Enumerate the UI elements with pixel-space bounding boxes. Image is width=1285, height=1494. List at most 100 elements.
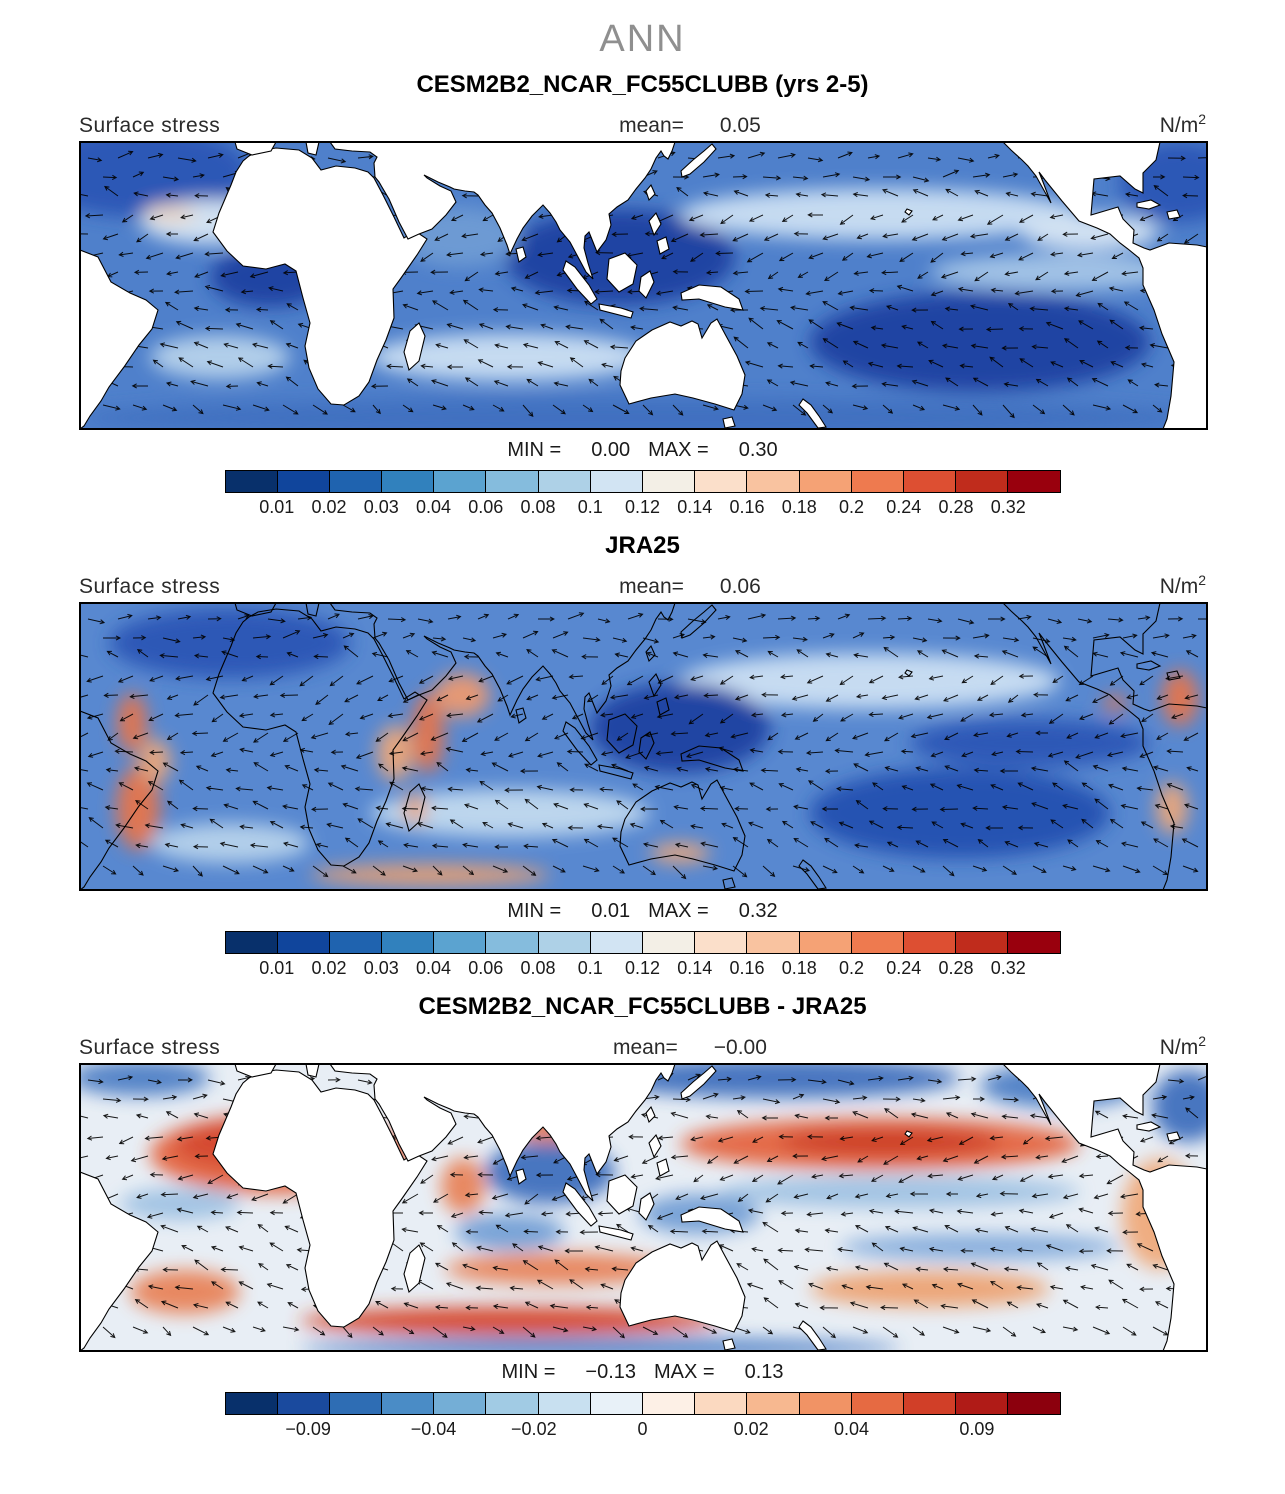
colorbar-tick-label: 0.18 xyxy=(781,497,817,517)
colorbar-cell xyxy=(329,932,383,953)
colorbar-cell xyxy=(486,1393,539,1414)
max-label: MAX = xyxy=(648,900,709,922)
colorbar-cell xyxy=(538,1393,591,1414)
mean-readout: mean= −0.00 xyxy=(613,1036,767,1060)
colorbar-cell xyxy=(538,471,591,492)
colorbar-cell xyxy=(590,471,643,492)
colorbar-tick-label: 0.02 xyxy=(311,497,347,517)
max-value: 0.30 xyxy=(738,439,778,461)
colorbar-cell xyxy=(747,932,800,953)
panel-title: JRA25 xyxy=(605,532,680,559)
max-label: MAX = xyxy=(648,439,709,461)
colorbar-tick-label: 0.04 xyxy=(415,497,452,517)
min-label: MIN = xyxy=(501,1361,556,1383)
colorbar-cell xyxy=(747,471,800,492)
colorbar-tick-label: 0.12 xyxy=(624,497,661,517)
colorbar-cell xyxy=(956,471,1009,492)
min-label: MIN = xyxy=(507,439,562,461)
colorbar-cell xyxy=(277,932,330,953)
map-panel-difference xyxy=(79,1063,1208,1352)
colorbar-cell xyxy=(799,1393,852,1414)
colorbar-tick-label: 0.08 xyxy=(520,497,556,517)
colorbar-tick-label: 0.02 xyxy=(733,1419,769,1439)
colorbar-cell xyxy=(643,932,696,953)
colorbar-cell xyxy=(382,932,435,953)
minmax-row: MIN = −0.13 MAX = 0.13 xyxy=(79,1361,1206,1384)
min-label: MIN = xyxy=(507,900,562,922)
colorbar-cells xyxy=(224,931,1061,954)
colorbar-tick-label: 0.03 xyxy=(363,497,399,517)
units-label: N/m2 xyxy=(1159,1033,1206,1059)
colorbar-tick-label: 0.18 xyxy=(781,958,817,978)
units-label: N/m2 xyxy=(1159,572,1206,598)
colorbar-tick-label: −0.02 xyxy=(511,1419,557,1439)
colorbar-cell xyxy=(1008,1393,1060,1414)
colorbar-tick-label: 0.2 xyxy=(838,958,865,978)
max-value: 0.13 xyxy=(744,1361,784,1383)
colorbar-cell xyxy=(643,471,696,492)
colorbar-tick-label: 0.06 xyxy=(468,958,504,978)
colorbar-cell xyxy=(851,1393,904,1414)
colorbar-cell xyxy=(747,1393,800,1414)
colorbar-cell xyxy=(1008,932,1060,953)
colorbar-cell xyxy=(1008,471,1060,492)
colorbar-tick-label: 0.14 xyxy=(677,958,713,978)
colorbar-cell xyxy=(329,1393,383,1414)
colorbar-cell xyxy=(225,932,278,953)
panel-model: CESM2B2_NCAR_FC55CLUBB (yrs 2-5) Surface… xyxy=(0,71,1285,522)
colorbar: 0.01 0.02 0.03 0.04 0.06 0.08 0.1 0.12 0.14 0.16 0… xyxy=(224,470,1061,522)
colorbar-tick-label: 0.28 xyxy=(938,497,974,517)
colorbar-cell xyxy=(956,932,1009,953)
colorbar-cells xyxy=(224,1392,1061,1415)
colorbar-cell xyxy=(382,1393,435,1414)
field-label: Surface stress xyxy=(79,114,221,137)
colorbar-cell xyxy=(225,471,278,492)
colorbar-cell xyxy=(434,471,487,492)
minmax-row: MIN = 0.00 MAX = 0.30 xyxy=(79,439,1206,462)
colorbar-cell xyxy=(486,471,539,492)
colorbar-tick-label: 0.04 xyxy=(415,958,452,978)
colorbar-tick-label: 0.06 xyxy=(468,497,504,517)
colorbar-tick-label: 0.1 xyxy=(577,497,603,517)
colorbar-tick-label: −0.09 xyxy=(285,1419,331,1439)
colorbar-cell xyxy=(434,1393,487,1414)
mean-readout: mean= 0.05 xyxy=(619,114,761,138)
colorbar-cell xyxy=(695,1393,748,1414)
colorbar-tick-label: 0.32 xyxy=(990,958,1026,978)
mean-value: −0.00 xyxy=(713,1036,767,1059)
mean-readout: mean= 0.06 xyxy=(619,575,761,599)
colorbar: −0.09 −0.04 −0.02 0 0.02 0.04 0.09 xyxy=(224,1392,1061,1444)
colorbar-cell xyxy=(695,932,748,953)
colorbar-tick-label: 0.14 xyxy=(677,497,713,517)
colorbar-tick-label: 0.24 xyxy=(886,958,922,978)
panel-reanalysis: JRA25 Surface stress mean= 0.06 N/m2 xyxy=(0,532,1285,983)
colorbar-cell xyxy=(225,1393,278,1414)
colorbar-cell xyxy=(956,1393,1009,1414)
colorbar-cell xyxy=(538,932,591,953)
mean-label: mean= xyxy=(619,114,684,137)
colorbar-cell xyxy=(799,932,852,953)
max-value: 0.32 xyxy=(738,900,778,922)
map-panel-reanalysis xyxy=(79,602,1208,891)
colorbar-cell xyxy=(799,471,852,492)
colorbar-tick-label: 0.16 xyxy=(729,958,765,978)
colorbar-tick-label: −0.04 xyxy=(410,1419,457,1439)
colorbar-tick-label: 0.24 xyxy=(886,497,922,517)
colorbar-cells xyxy=(224,470,1061,493)
min-value: −0.13 xyxy=(585,1361,636,1383)
max-label: MAX = xyxy=(654,1361,715,1383)
map-header: Surface stress mean= −0.00 N/m2 xyxy=(79,1033,1206,1060)
map-header: Surface stress mean= 0.06 N/m2 xyxy=(79,572,1206,599)
colorbar-cell xyxy=(590,932,643,953)
colorbar-tick-label: 0.16 xyxy=(729,497,765,517)
colorbar-tick-label: 0.01 xyxy=(259,497,295,517)
colorbar-tick-label: 0 xyxy=(637,1419,648,1439)
panel-title: CESM2B2_NCAR_FC55CLUBB (yrs 2-5) xyxy=(416,71,869,98)
colorbar-cell xyxy=(277,1393,330,1414)
colorbar-tick-label: 0.04 xyxy=(833,1419,870,1439)
panel-title: CESM2B2_NCAR_FC55CLUBB - JRA25 xyxy=(418,993,867,1020)
field-label: Surface stress xyxy=(79,1036,221,1059)
colorbar-cell xyxy=(590,1393,643,1414)
min-value: 0.00 xyxy=(591,439,631,461)
colorbar-cell xyxy=(903,932,957,953)
